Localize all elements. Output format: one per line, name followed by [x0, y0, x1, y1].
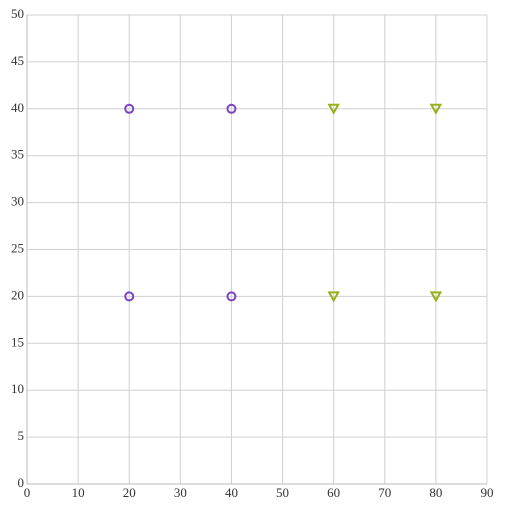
- y-tick-label: 10: [11, 381, 24, 396]
- x-tick-label: 60: [327, 485, 340, 500]
- point: [327, 291, 340, 303]
- x-tick-label: 10: [72, 485, 85, 500]
- y-tick-label: 15: [11, 334, 24, 349]
- x-tick-label: 0: [24, 485, 31, 500]
- x-tick-label: 30: [174, 485, 187, 500]
- x-tick-label: 70: [378, 485, 391, 500]
- x-tick-label: 90: [481, 485, 494, 500]
- point: [226, 291, 237, 302]
- point: [124, 103, 135, 114]
- y-tick-label: 20: [11, 287, 24, 302]
- y-tick-label: 25: [11, 240, 24, 255]
- point: [226, 103, 237, 114]
- y-tick-label: 35: [11, 147, 24, 162]
- point: [124, 291, 135, 302]
- y-tick-label: 45: [11, 53, 24, 68]
- y-tick-label: 40: [11, 100, 24, 115]
- y-tick-label: 50: [11, 6, 24, 21]
- point: [429, 103, 443, 115]
- x-tick-label: 40: [225, 485, 238, 500]
- y-tick-label: 5: [18, 428, 25, 443]
- point: [327, 103, 340, 115]
- x-tick-label: 80: [429, 485, 442, 500]
- y-tick-label: 0: [18, 475, 25, 490]
- x-tick-label: 20: [123, 485, 136, 500]
- x-tick-label: 50: [276, 485, 289, 500]
- point: [429, 291, 443, 303]
- y-tick-label: 30: [11, 194, 24, 209]
